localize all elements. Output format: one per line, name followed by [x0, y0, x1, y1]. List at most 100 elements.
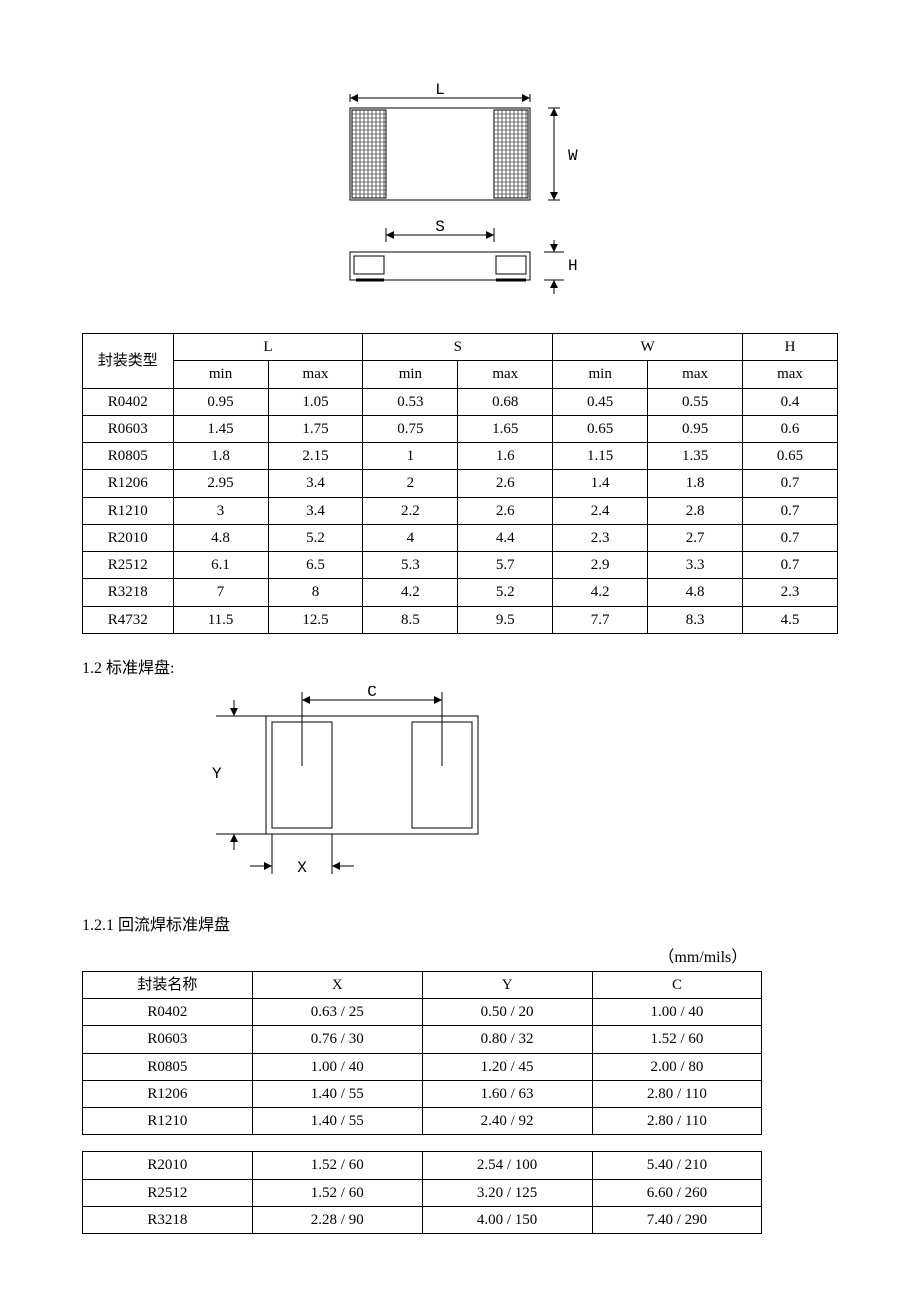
table-cell: R2010 [83, 1152, 253, 1179]
diagram-pad-dims: C Y X [82, 686, 838, 891]
table-cell: R2512 [83, 1179, 253, 1206]
table-cell: R0603 [83, 415, 174, 442]
table-cell: 0.95 [648, 415, 743, 442]
table-cell: 4.2 [363, 579, 458, 606]
table-cell: 5.2 [268, 524, 363, 551]
table-cell: R0805 [83, 1053, 253, 1080]
table-cell: 2.8 [648, 497, 743, 524]
table-cell: 1.65 [458, 415, 553, 442]
table-cell: 8.3 [648, 606, 743, 633]
table-cell: 0.7 [743, 524, 838, 551]
table-cell: 2.6 [458, 470, 553, 497]
table-cell: R1206 [83, 1080, 253, 1107]
table-cell: 1.60 / 63 [422, 1080, 592, 1107]
table-cell: 2.9 [553, 552, 648, 579]
table1-header-H: H [743, 334, 838, 361]
table1-header-type: 封装类型 [83, 334, 174, 389]
table-cell: 4.8 [173, 524, 268, 551]
svg-text:H: H [568, 257, 578, 275]
table-cell: 0.63 / 25 [252, 999, 422, 1026]
table-cell: 1.8 [173, 443, 268, 470]
section-1-2-1-title: 1.2.1 回流焊标准焊盘 [82, 911, 838, 935]
svg-text:L: L [435, 81, 445, 99]
table-cell: R2512 [83, 552, 174, 579]
table-cell: 5.40 / 210 [592, 1152, 762, 1179]
table-cell: 2.80 / 110 [592, 1080, 762, 1107]
table-cell: 2.7 [648, 524, 743, 551]
table-cell: 6.5 [268, 552, 363, 579]
table-cell: 1.8 [648, 470, 743, 497]
table-cell: 5.7 [458, 552, 553, 579]
reflow-pad-table-b: R20101.52 / 602.54 / 1005.40 / 210 R25121… [82, 1151, 762, 1234]
table-cell: 0.80 / 32 [422, 1026, 592, 1053]
table-cell: 1.4 [553, 470, 648, 497]
table-cell: R1206 [83, 470, 174, 497]
svg-text:X: X [297, 859, 307, 877]
table-cell: R1210 [83, 1108, 253, 1135]
table-cell: 2.00 / 80 [592, 1053, 762, 1080]
table-cell: 0.6 [743, 415, 838, 442]
table-cell: 3.3 [648, 552, 743, 579]
table-cell: 0.7 [743, 470, 838, 497]
table-cell: 0.53 [363, 388, 458, 415]
table-cell: 4.4 [458, 524, 553, 551]
table-cell: 4.00 / 150 [422, 1206, 592, 1233]
table-cell: 0.50 / 20 [422, 999, 592, 1026]
table-cell: 8 [268, 579, 363, 606]
table-cell: 2.3 [743, 579, 838, 606]
table-cell: 0.95 [173, 388, 268, 415]
table-cell: 4.2 [553, 579, 648, 606]
svg-text:Y: Y [212, 765, 222, 783]
table-cell: 12.5 [268, 606, 363, 633]
table-cell: 1 [363, 443, 458, 470]
table-cell: 1.35 [648, 443, 743, 470]
table-cell: R0402 [83, 999, 253, 1026]
table-cell: 8.5 [363, 606, 458, 633]
table-cell: 7 [173, 579, 268, 606]
table-cell: 2.2 [363, 497, 458, 524]
table-cell: R3218 [83, 579, 174, 606]
table-cell: 4.5 [743, 606, 838, 633]
table-cell: 0.45 [553, 388, 648, 415]
svg-text:S: S [435, 218, 445, 236]
table-cell: 0.65 [553, 415, 648, 442]
svg-text:C: C [367, 686, 377, 701]
table-cell: 0.55 [648, 388, 743, 415]
table-cell: 1.6 [458, 443, 553, 470]
table-cell: 3 [173, 497, 268, 524]
table-cell: 0.75 [363, 415, 458, 442]
table-cell: 5.3 [363, 552, 458, 579]
table-cell: 2.4 [553, 497, 648, 524]
table-cell: 2.95 [173, 470, 268, 497]
table-cell: 2 [363, 470, 458, 497]
table-cell: 3.4 [268, 497, 363, 524]
table-cell: 0.4 [743, 388, 838, 415]
svg-text:W: W [568, 147, 578, 165]
package-dimension-table: 封装类型 L S W H min max min max min max max… [82, 333, 838, 634]
table-cell: 6.1 [173, 552, 268, 579]
table-cell: 2.15 [268, 443, 363, 470]
table-cell: 1.52 / 60 [252, 1152, 422, 1179]
table-cell: 9.5 [458, 606, 553, 633]
unit-label: （mm/mils） [82, 943, 838, 967]
table-cell: 0.68 [458, 388, 553, 415]
table-cell: 1.52 / 60 [252, 1179, 422, 1206]
table-cell: 2.80 / 110 [592, 1108, 762, 1135]
table-cell: 1.75 [268, 415, 363, 442]
table-cell: 1.00 / 40 [592, 999, 762, 1026]
table-cell: 5.2 [458, 579, 553, 606]
table-cell: 2.54 / 100 [422, 1152, 592, 1179]
table-cell: 1.52 / 60 [592, 1026, 762, 1053]
table-cell: 0.65 [743, 443, 838, 470]
table-cell: 1.40 / 55 [252, 1108, 422, 1135]
table-cell: 0.7 [743, 552, 838, 579]
table1-header-W: W [553, 334, 743, 361]
table-cell: 2.28 / 90 [252, 1206, 422, 1233]
table-cell: 2.6 [458, 497, 553, 524]
table1-header-S: S [363, 334, 553, 361]
table-cell: 0.76 / 30 [252, 1026, 422, 1053]
table-cell: R4732 [83, 606, 174, 633]
section-1-2-title: 1.2 标准焊盘: [82, 654, 838, 678]
table-cell: 7.7 [553, 606, 648, 633]
table1-header-L: L [173, 334, 363, 361]
